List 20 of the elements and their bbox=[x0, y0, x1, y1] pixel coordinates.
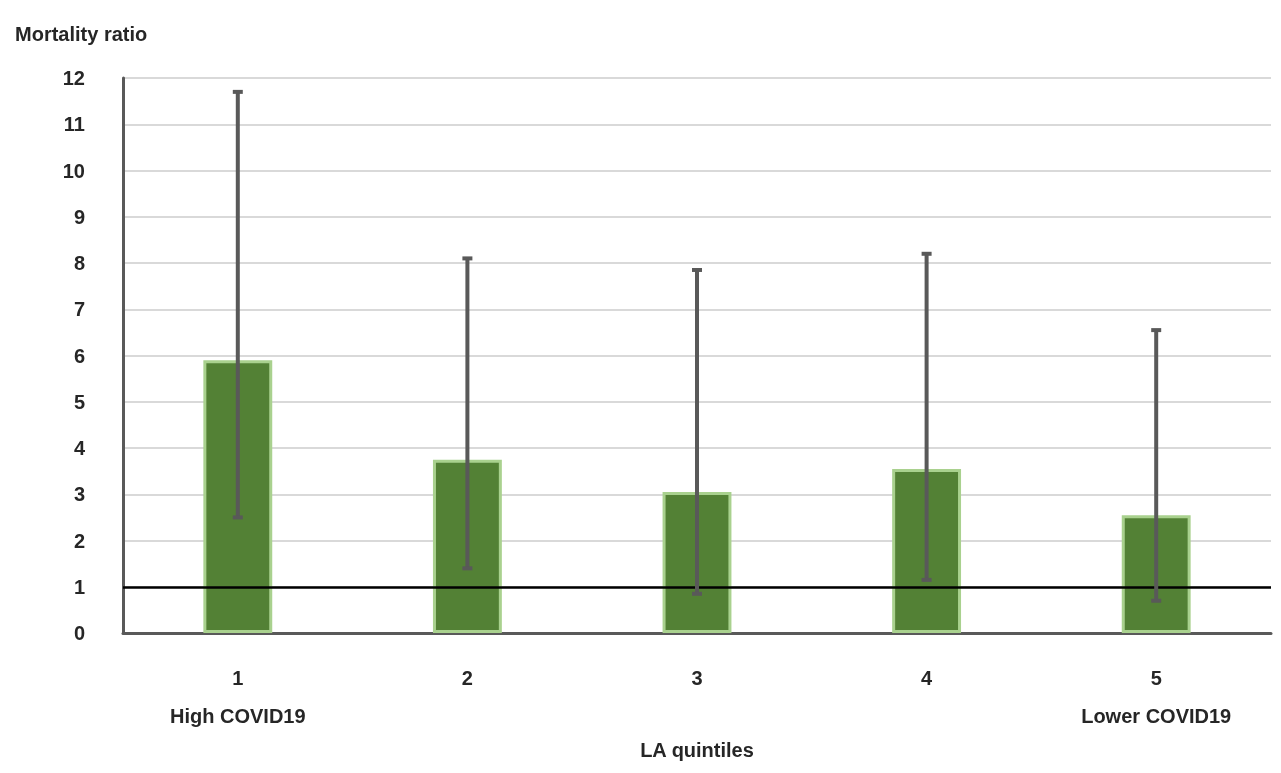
x-axis-title: LA quintiles bbox=[640, 739, 754, 761]
x-tick-label: 3 bbox=[691, 667, 703, 690]
y-tick-label: 0 bbox=[73, 622, 85, 645]
y-tick-label: 9 bbox=[73, 205, 85, 228]
x-tick-label: 4 bbox=[921, 667, 934, 690]
y-tick-label: 10 bbox=[62, 159, 85, 182]
y-tick-label: 3 bbox=[73, 483, 85, 506]
y-tick-label: 8 bbox=[73, 252, 85, 275]
y-tick-label: 11 bbox=[63, 113, 85, 136]
y-axis-title: Mortality ratio bbox=[15, 23, 148, 45]
y-tick-label: 7 bbox=[73, 298, 85, 321]
x-tick-label: 5 Lower COVID19 bbox=[1081, 667, 1232, 728]
x-tick-label: 1 High COVID19 bbox=[170, 667, 306, 728]
y-tick-label: 4 bbox=[73, 437, 86, 460]
y-tick-label: 12 bbox=[62, 67, 85, 89]
y-tick-label: 5 bbox=[73, 390, 85, 413]
x-tick-label: 2 bbox=[461, 667, 473, 690]
y-tick-label: 2 bbox=[73, 529, 85, 552]
y-tick-label: 6 bbox=[73, 344, 85, 367]
y-tick-label: 1 bbox=[73, 575, 85, 598]
